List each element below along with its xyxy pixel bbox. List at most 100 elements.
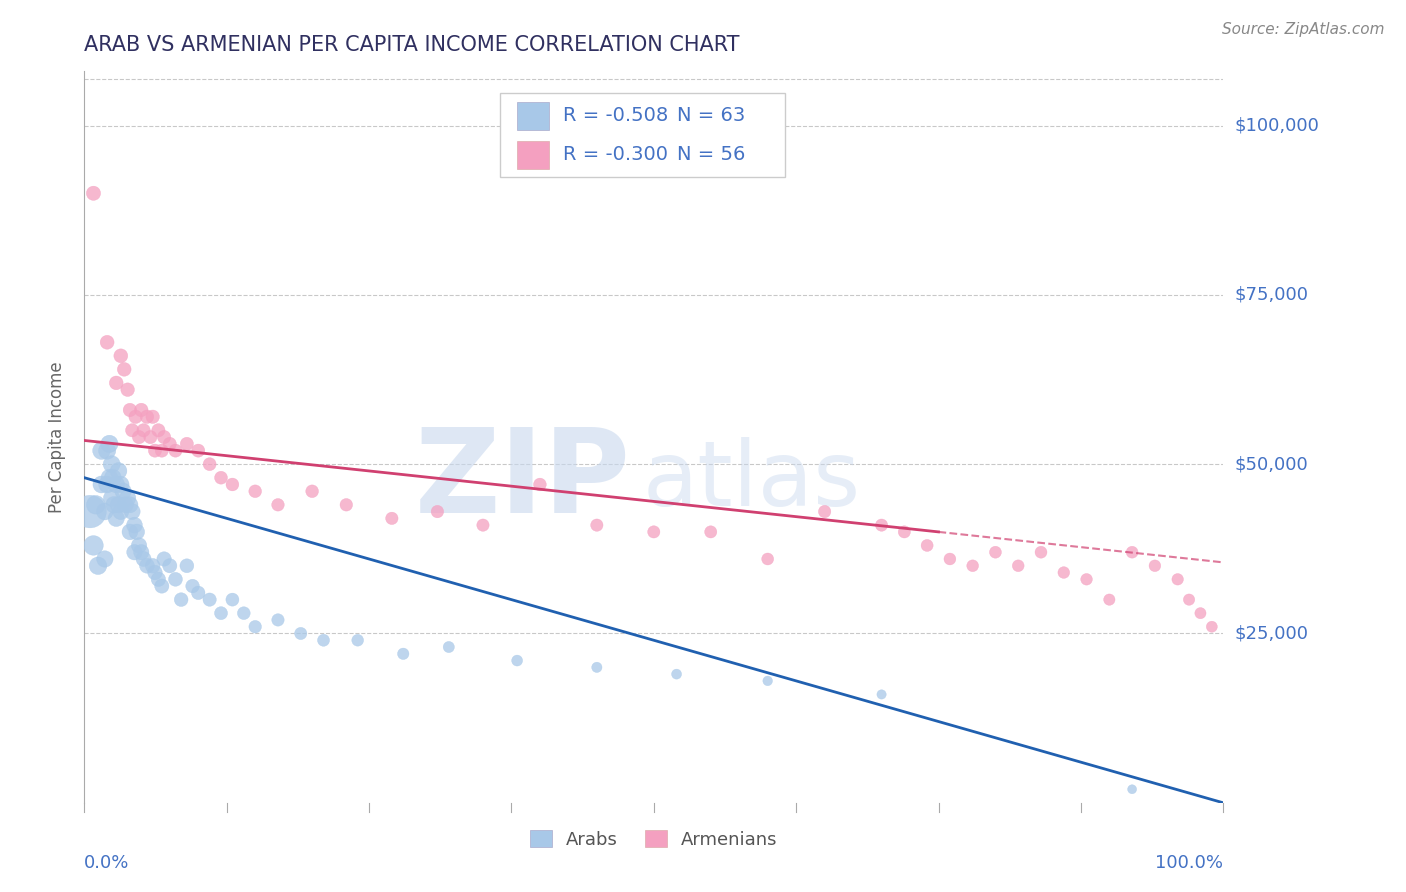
Point (105, 376, 128, 390)
Point (165, 443, 187, 458)
Point (1201, 620, 1223, 634)
Point (82, 186, 104, 201)
Point (107, 498, 129, 512)
Point (392, 647, 415, 661)
Point (165, 572, 187, 586)
Point (1076, 572, 1098, 586)
Point (181, 579, 204, 593)
Point (586, 660, 609, 674)
Point (506, 654, 529, 668)
Point (142, 558, 165, 573)
Point (131, 545, 153, 559)
Point (124, 518, 146, 533)
Point (142, 409, 165, 424)
Point (136, 409, 159, 424)
Point (90, 477, 112, 491)
Point (312, 633, 335, 648)
Point (105, 511, 128, 525)
Point (98, 471, 121, 485)
Text: atlas: atlas (643, 437, 860, 525)
Point (101, 471, 124, 485)
Point (121, 423, 143, 437)
Point (84, 498, 107, 512)
Point (893, 524, 915, 539)
Point (1189, 606, 1212, 620)
Point (176, 437, 198, 451)
Point (700, 524, 723, 539)
Point (110, 505, 132, 519)
Point (1143, 558, 1166, 573)
Point (82, 538, 104, 552)
Point (117, 491, 139, 505)
Text: R = -0.508: R = -0.508 (562, 106, 668, 126)
Point (756, 552, 779, 566)
Point (221, 477, 243, 491)
Point (125, 524, 148, 539)
Point (98, 437, 121, 451)
Point (105, 477, 128, 491)
Point (128, 538, 150, 552)
FancyBboxPatch shape (517, 141, 548, 169)
Text: 0.0%: 0.0% (84, 854, 129, 872)
Text: ZIP: ZIP (415, 424, 631, 539)
Point (915, 538, 938, 552)
Point (198, 457, 221, 471)
Point (159, 558, 181, 573)
Point (301, 484, 323, 499)
Point (870, 518, 893, 533)
Point (112, 484, 135, 499)
Point (1178, 592, 1201, 607)
Point (121, 505, 143, 519)
Point (132, 552, 155, 566)
Text: $100,000: $100,000 (1234, 117, 1319, 135)
Point (117, 383, 139, 397)
Text: N = 63: N = 63 (676, 106, 745, 126)
Point (290, 626, 312, 640)
Point (245, 620, 267, 634)
Point (187, 443, 209, 458)
Point (221, 592, 243, 607)
Point (939, 552, 962, 566)
Point (1167, 572, 1189, 586)
Point (90, 443, 112, 458)
Point (139, 430, 162, 444)
Point (96, 335, 118, 350)
Point (267, 613, 290, 627)
Point (232, 606, 254, 620)
FancyBboxPatch shape (501, 94, 785, 178)
Point (756, 673, 779, 688)
Point (1121, 545, 1143, 559)
Point (136, 558, 159, 573)
FancyBboxPatch shape (517, 102, 548, 130)
Point (107, 464, 129, 478)
Point (984, 545, 1007, 559)
Point (1121, 782, 1143, 797)
Point (346, 633, 368, 648)
Point (96, 443, 118, 458)
Point (198, 592, 221, 607)
Point (381, 511, 404, 525)
Text: $75,000: $75,000 (1234, 285, 1309, 304)
Point (118, 498, 141, 512)
Point (100, 457, 122, 471)
Y-axis label: Per Capita Income: Per Capita Income (48, 361, 66, 513)
Text: 100.0%: 100.0% (1156, 854, 1223, 872)
Point (665, 667, 688, 681)
Text: N = 56: N = 56 (676, 145, 745, 164)
Point (79, 505, 101, 519)
Point (132, 423, 155, 437)
Point (1053, 566, 1076, 580)
Point (529, 477, 551, 491)
Point (643, 524, 665, 539)
Point (103, 498, 125, 512)
Text: $50,000: $50,000 (1234, 455, 1308, 473)
Point (118, 403, 141, 417)
Point (150, 443, 173, 458)
Point (128, 430, 150, 444)
Point (87, 558, 110, 573)
Point (176, 558, 198, 573)
Text: $25,000: $25,000 (1234, 624, 1309, 642)
Point (150, 579, 173, 593)
Text: R = -0.300: R = -0.300 (562, 145, 668, 164)
Point (94, 552, 117, 566)
